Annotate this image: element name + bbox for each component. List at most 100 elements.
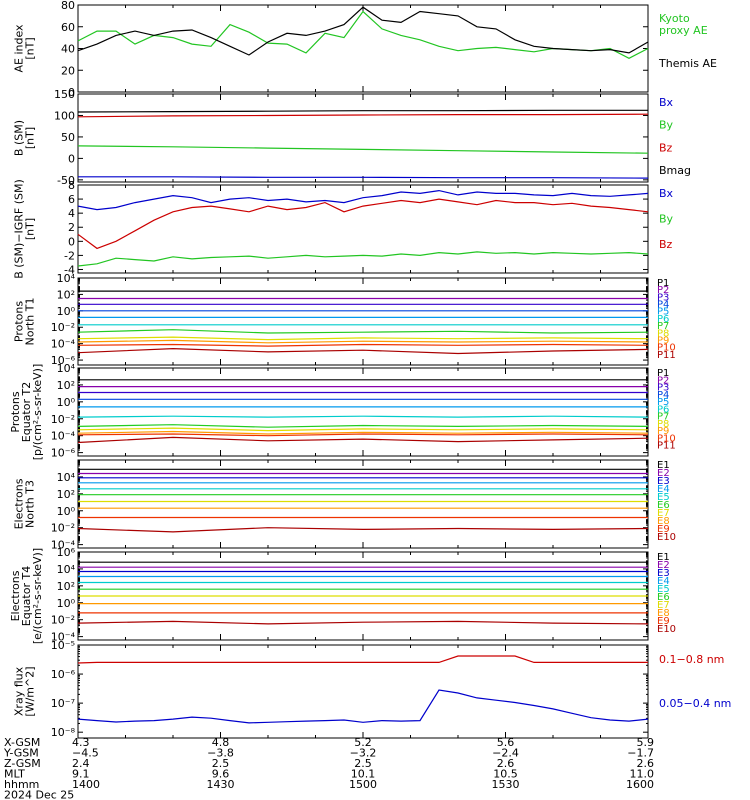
series-line-p8 <box>77 336 649 341</box>
footer-value: 2.4 <box>72 757 90 770</box>
legend-entry: Bmag <box>659 164 691 177</box>
legend-entry: E4 <box>657 576 670 587</box>
y-tick-label: 8 <box>68 179 75 192</box>
y-tick-label: 10⁻⁶ <box>51 668 76 681</box>
legend-entry: Bx <box>659 187 674 200</box>
legend-entry: P1 <box>657 368 669 379</box>
legend-entry: E7 <box>657 600 670 611</box>
y-tick-label: 10⁻² <box>51 614 75 627</box>
footer-value: 5.9 <box>637 736 655 749</box>
y-tick-label: 10⁻⁸ <box>51 726 76 739</box>
series-line-p7 <box>77 329 649 334</box>
footer-value: −4.5 <box>72 747 99 760</box>
y-tick-label: 10⁻⁴ <box>51 430 76 443</box>
legend-entry: E9 <box>657 524 670 535</box>
y-axis-label: [p/(cm²-s-sr-keV)] <box>31 364 44 461</box>
legend-entry: P5 <box>657 397 669 408</box>
legend-entry: Bz <box>659 238 673 251</box>
legend-entry: P10 <box>657 343 676 354</box>
y-axis-label: Protons <box>13 301 26 342</box>
y-axis-label: [nT] <box>24 218 37 240</box>
y-axis-label: [W/m^2] <box>24 666 37 716</box>
legend-entry: P8 <box>657 419 669 430</box>
footer-row-label: Z-GSM <box>4 757 41 770</box>
y-axis-label: North T1 <box>24 298 37 346</box>
y-axis-label: B (SM) <box>13 120 26 156</box>
y-tick-label: 80 <box>61 0 75 12</box>
y-tick-label: 40 <box>61 43 75 56</box>
legend-entry: Bz <box>659 141 673 154</box>
legend-entry: E1 <box>657 552 670 563</box>
footer-value: −2.4 <box>492 747 519 760</box>
legend-entry: P11 <box>657 350 676 361</box>
legend-entry: E2 <box>657 468 670 479</box>
series-line-p9 <box>77 339 649 344</box>
legend-entry: P3 <box>657 292 669 303</box>
y-tick-label: 10² <box>57 379 75 392</box>
y-axis-label: Electrons <box>9 570 22 621</box>
y-tick-label: 0 <box>68 86 75 99</box>
legend-entry: P8 <box>657 328 669 339</box>
legend-entry: E6 <box>657 592 670 603</box>
y-tick-label: -4 <box>64 263 75 276</box>
legend-entry: P4 <box>657 390 669 401</box>
y-tick-label: 0 <box>68 235 75 248</box>
y-tick-label: 60 <box>61 21 75 34</box>
footer-value: 4.3 <box>72 736 90 749</box>
series-line-0-05-0-4-nm <box>77 689 649 724</box>
y-tick-label: 10⁰ <box>57 396 76 409</box>
footer-value: 1600 <box>626 778 654 791</box>
y-axis-label: [nT] <box>24 37 37 59</box>
footer-value: 1530 <box>492 778 520 791</box>
footer-row-label: Y-GSM <box>3 747 39 760</box>
panel-frame <box>77 367 649 457</box>
legend-entry: P7 <box>657 321 669 332</box>
y-tick-label: 10⁴ <box>57 272 76 285</box>
y-tick-label: 10⁶ <box>57 546 76 559</box>
legend-entry: E5 <box>657 584 670 595</box>
y-tick-label: 10⁻⁶ <box>51 447 76 460</box>
series-line-by <box>77 145 649 154</box>
y-axis-label: AE index <box>13 24 26 73</box>
legend-entry: P10 <box>657 433 676 444</box>
series-line-kyoto-proxy-ae <box>77 10 649 59</box>
legend-entry: By <box>659 213 674 226</box>
series-line-p11 <box>77 347 649 355</box>
legend-entry: E3 <box>657 476 670 487</box>
y-axis-label: [nT] <box>24 127 37 149</box>
legend-entry: Kyoto <box>659 12 690 25</box>
footer-value: 10.1 <box>351 768 376 781</box>
legend-entry: E2 <box>657 560 670 571</box>
legend-entry: E9 <box>657 616 670 627</box>
legend-entry: E6 <box>657 500 670 511</box>
legend-entry: Themis AE <box>658 57 717 70</box>
series-line-themis-ae <box>77 6 649 56</box>
legend-entry: 0.05−0.4 nm <box>659 697 731 710</box>
y-tick-label: 10⁻² <box>51 522 75 535</box>
series-line-p6 <box>77 415 649 418</box>
legend-entry: E8 <box>657 516 670 527</box>
y-tick-label: 150 <box>54 88 75 101</box>
y-tick-label: 10² <box>57 288 75 301</box>
y-tick-label: 20 <box>61 64 75 77</box>
footer-value: 9.1 <box>72 768 90 781</box>
legend-entry: E10 <box>657 624 676 635</box>
legend-entry: E7 <box>657 508 670 519</box>
legend-entry: E3 <box>657 568 670 579</box>
footer-value: 4.8 <box>212 736 230 749</box>
footer-row-label: MLT <box>4 768 25 781</box>
footer-value: −3.8 <box>207 747 234 760</box>
footer-row-label: hhmm <box>4 778 39 791</box>
footer-value: 2.5 <box>212 757 230 770</box>
footer-value: −1.7 <box>627 747 654 760</box>
series-line-bx <box>77 189 649 211</box>
legend-entry: E5 <box>657 492 670 503</box>
footer-value: 11.0 <box>630 768 655 781</box>
y-tick-label: 10⁴ <box>57 563 76 576</box>
footer-value: 2.6 <box>497 757 515 770</box>
y-tick-label: 10⁻⁶ <box>51 354 76 367</box>
y-tick-label: 50 <box>61 131 75 144</box>
legend-entry: proxy AE <box>659 24 708 37</box>
footer-value: 2.5 <box>354 757 372 770</box>
